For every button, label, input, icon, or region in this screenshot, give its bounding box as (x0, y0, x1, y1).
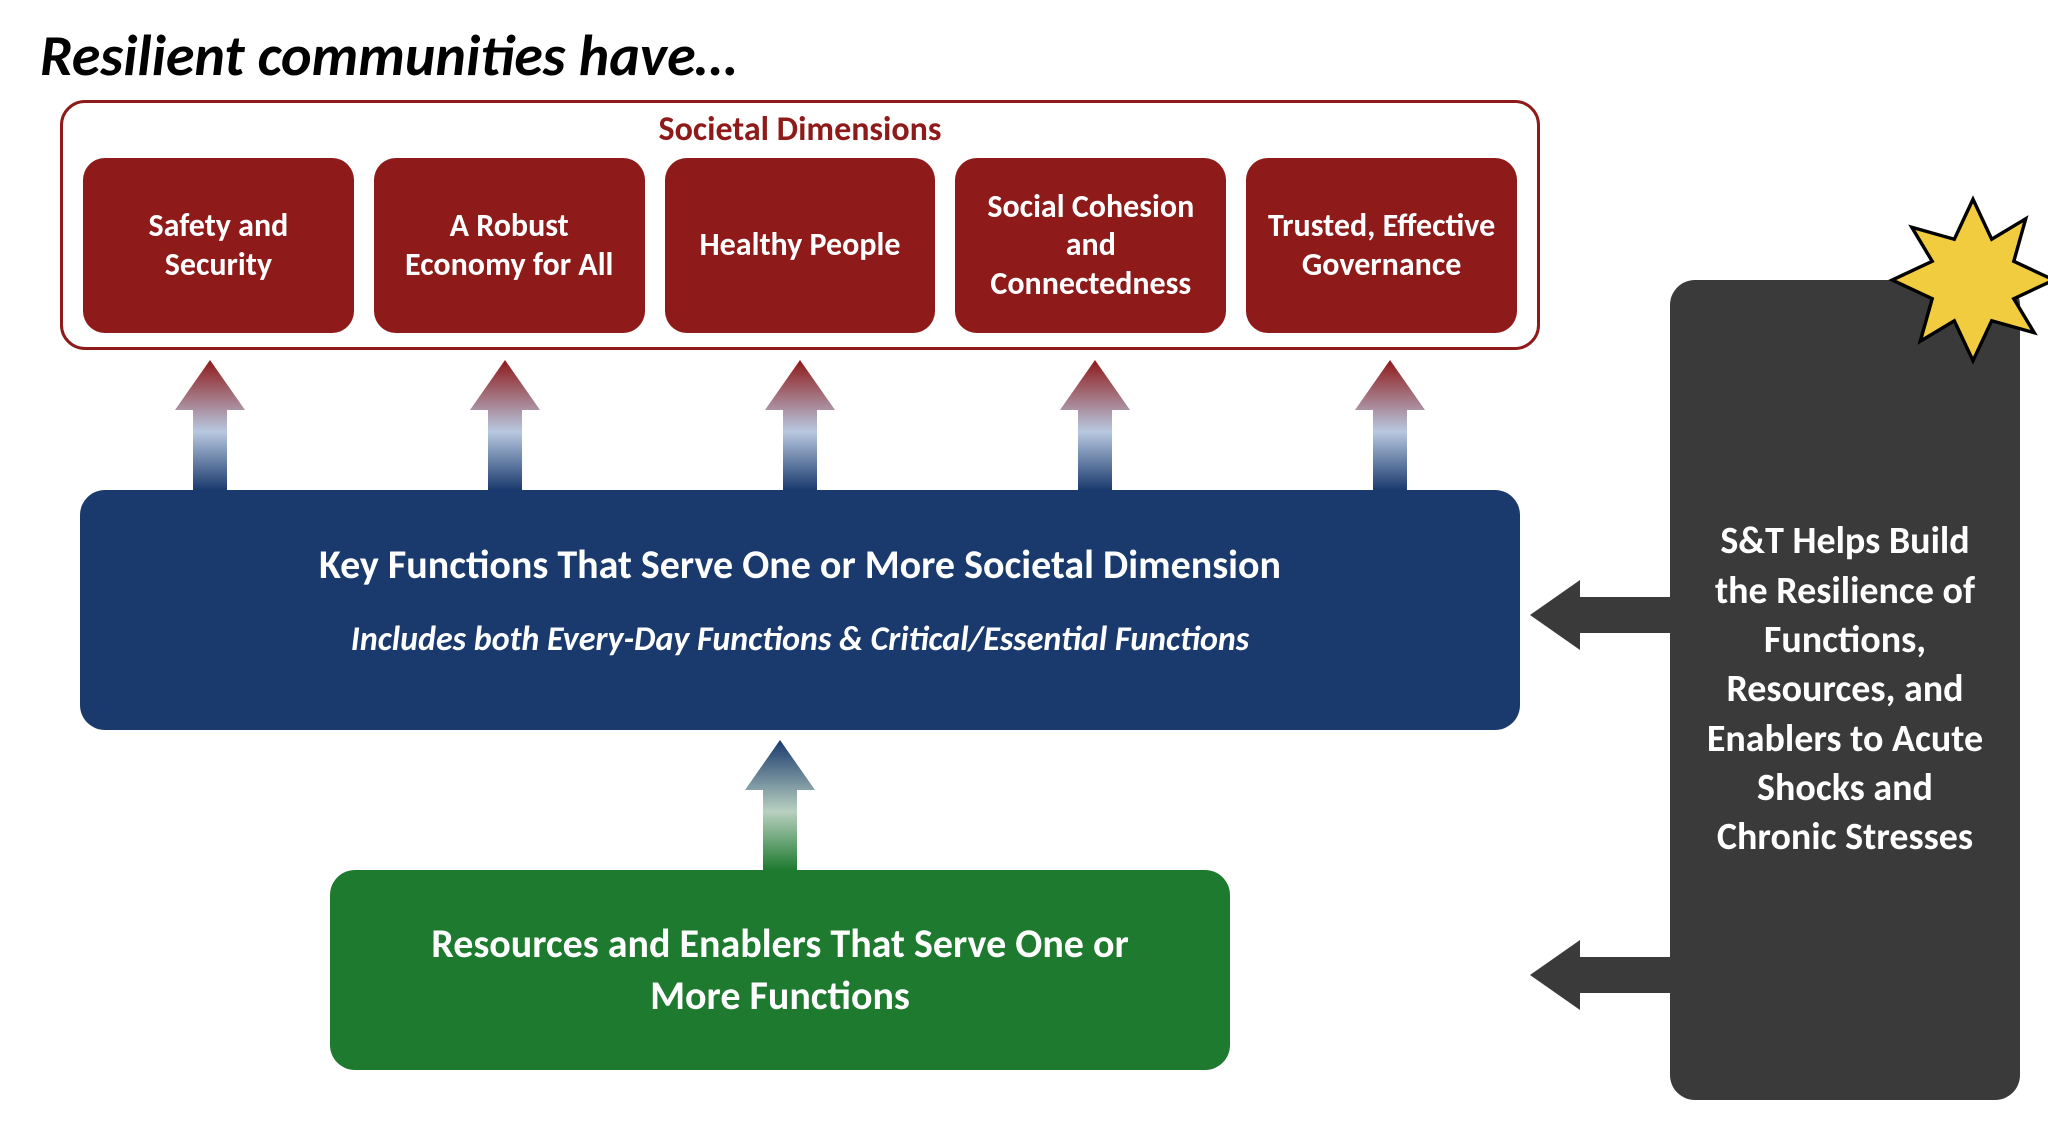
arrow-left-icon (1530, 940, 1675, 1010)
arrow-left-icon (1530, 580, 1675, 650)
arrow-up-icon (175, 360, 245, 490)
arrow-up-icon (470, 360, 540, 490)
societal-dimensions-label: Societal Dimensions (63, 109, 1537, 150)
dimension-governance: Trusted, Effective Governance (1246, 158, 1517, 333)
starburst-icon (1888, 195, 2048, 365)
arrow-up-icon (765, 360, 835, 490)
key-functions-line1: Key Functions That Serve One or More Soc… (80, 540, 1520, 589)
arrow-up-icon (1060, 360, 1130, 490)
dimension-economy: A Robust Economy for All (374, 158, 645, 333)
dimension-health: Healthy People (665, 158, 936, 333)
resources-box: Resources and Enablers That Serve One or… (330, 870, 1230, 1070)
societal-dimensions-container: Societal Dimensions Safety and Security … (60, 100, 1540, 350)
page-title: Resilient communities have… (40, 20, 737, 91)
key-functions-line2: Includes both Every-Day Functions & Crit… (80, 619, 1520, 660)
dimensions-row: Safety and Security A Robust Economy for… (63, 150, 1537, 333)
dimension-cohesion: Social Cohesion and Connectedness (955, 158, 1226, 333)
dimension-safety: Safety and Security (83, 158, 354, 333)
sidebar-st-box: S&T Helps Build the Resilience of Functi… (1670, 280, 2020, 1100)
arrow-up-icon (1355, 360, 1425, 490)
arrow-up-icon (745, 740, 815, 870)
key-functions-box: Key Functions That Serve One or More Soc… (80, 490, 1520, 730)
